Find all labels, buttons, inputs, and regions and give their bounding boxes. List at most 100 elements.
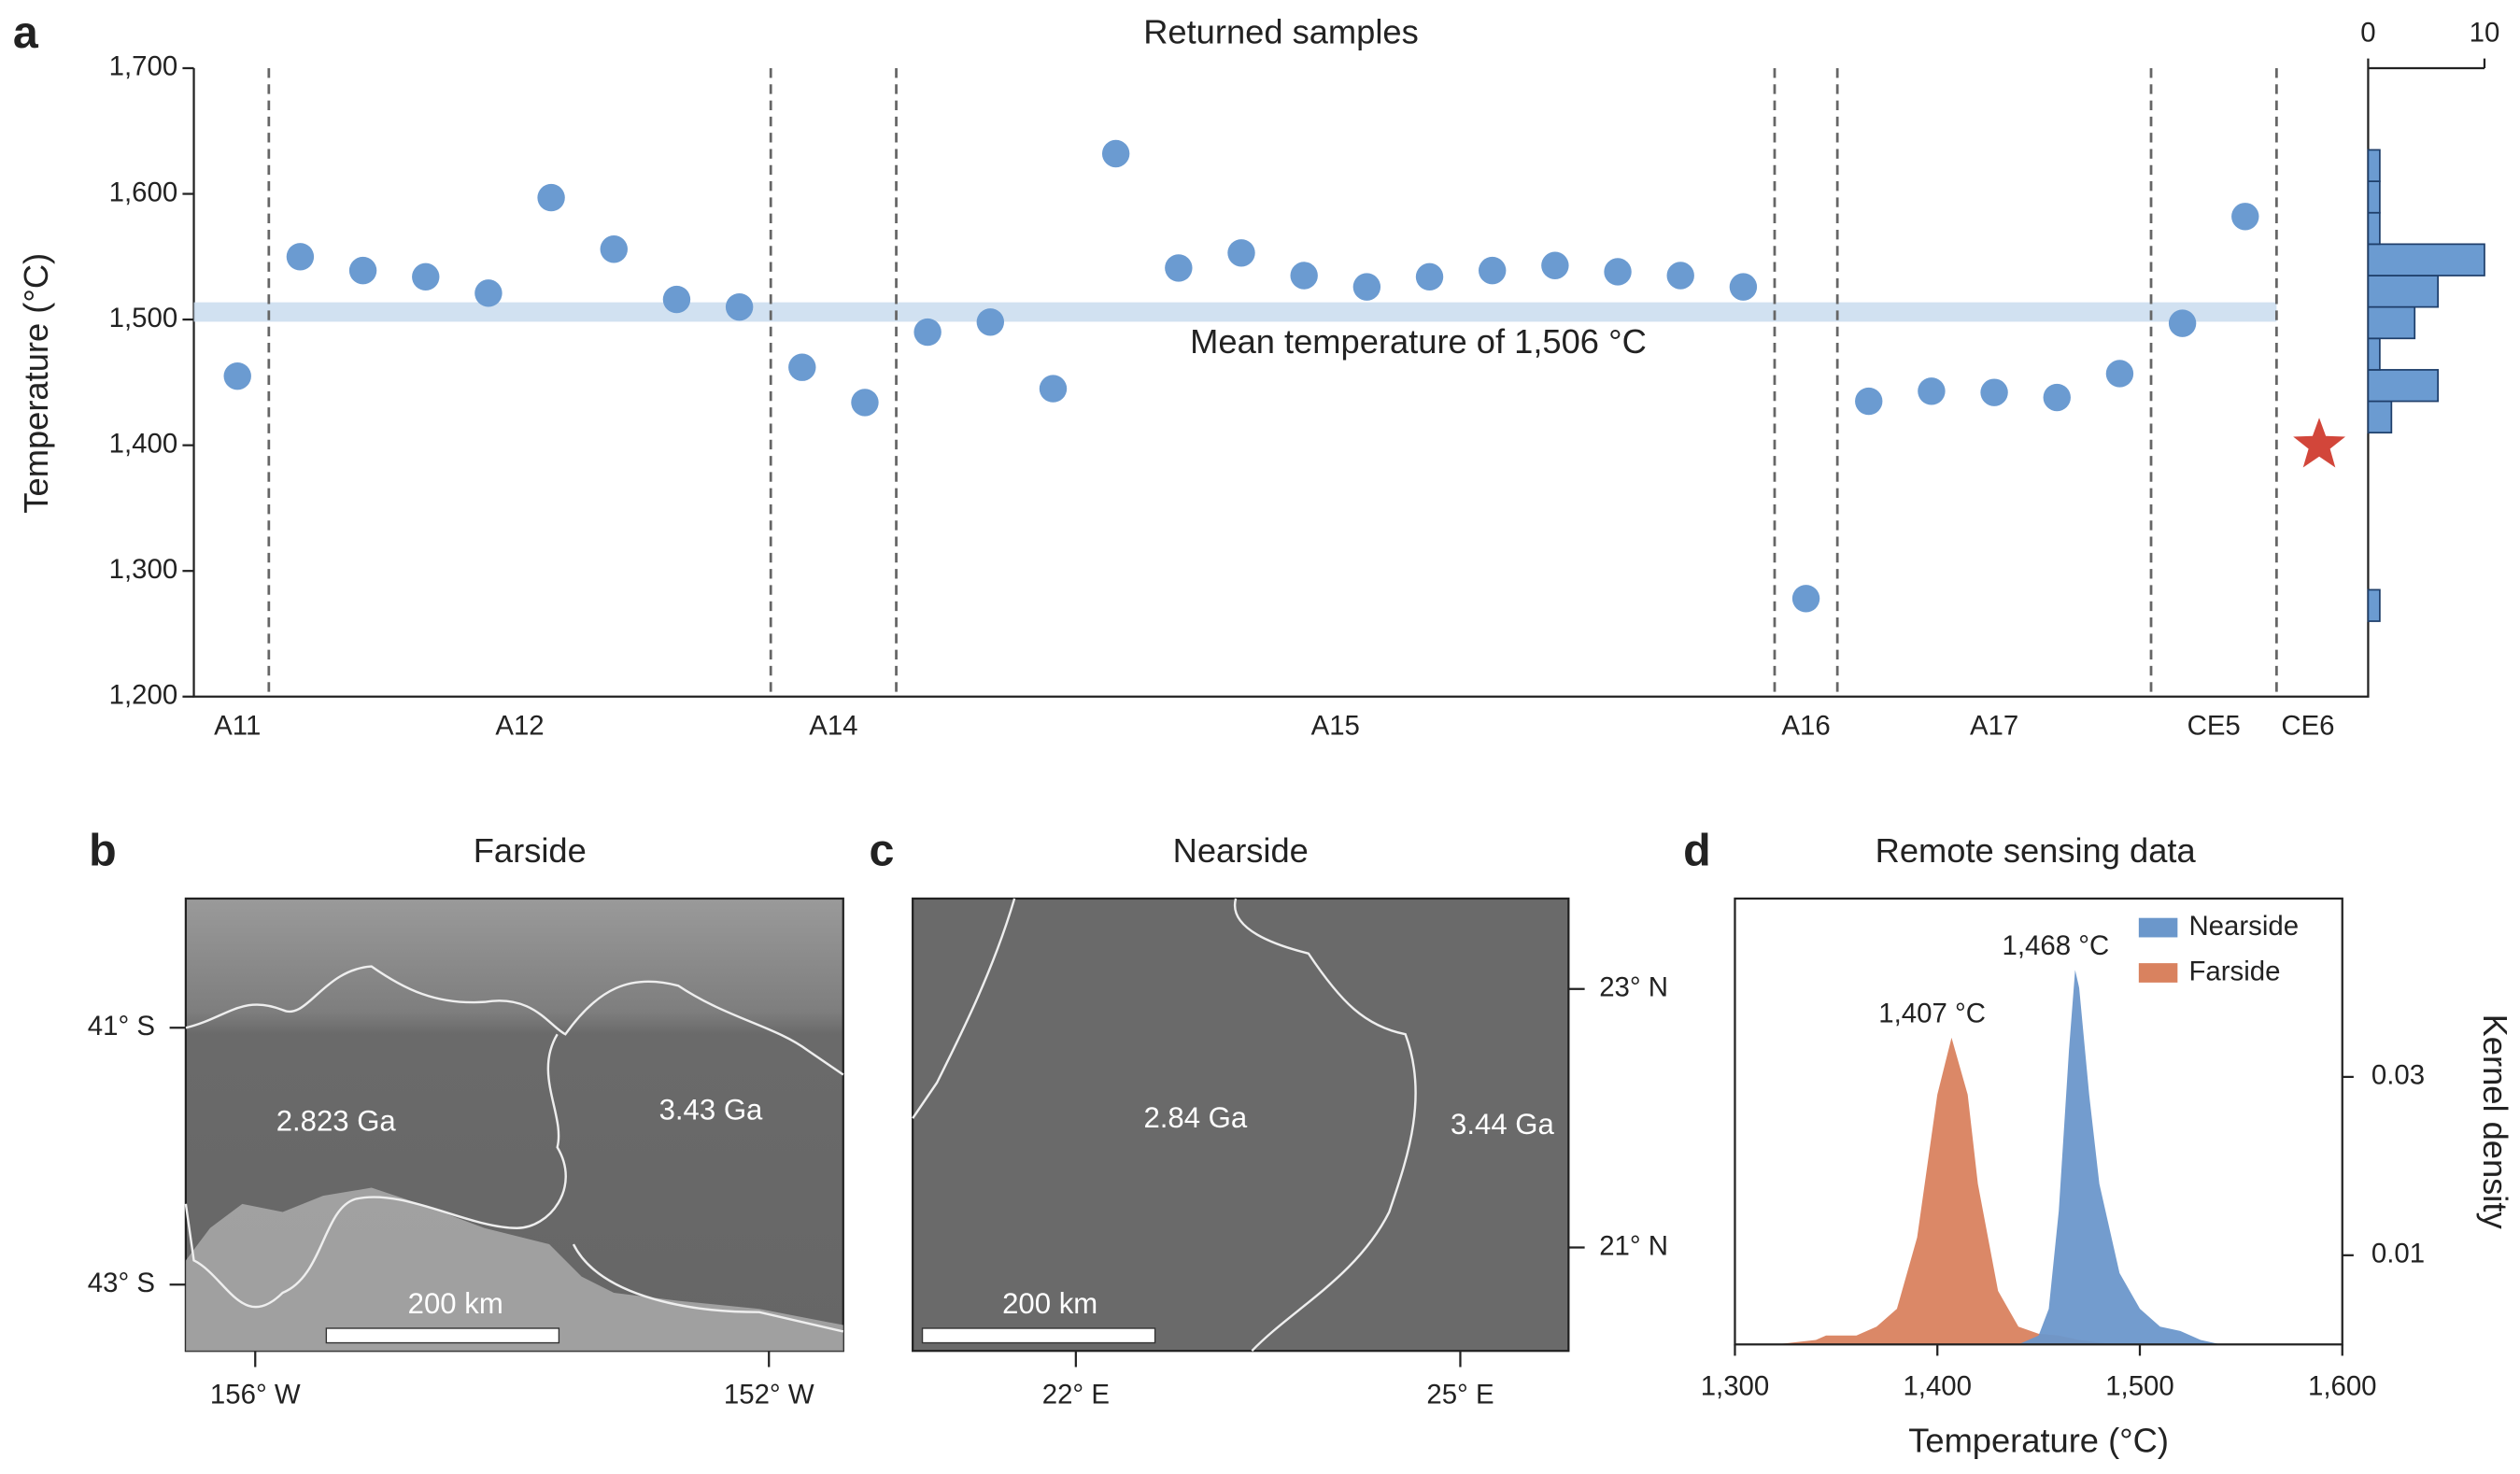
x-tick-label: A12 xyxy=(495,710,544,741)
age-label: 3.44 Ga xyxy=(1451,1108,1554,1141)
scale-bar xyxy=(325,1327,560,1344)
contour xyxy=(184,965,844,1333)
point xyxy=(600,235,628,263)
y2-tick-label: 0.01 xyxy=(2371,1239,2425,1269)
panel-d: d Remote sensing data Temperature (°C) K… xyxy=(1683,825,2514,1459)
hist-bar xyxy=(2367,149,2381,182)
x-tick-label: A17 xyxy=(1970,710,2018,741)
lat-label: 21° N xyxy=(1599,1230,1668,1261)
x-tick-label: 1,400 xyxy=(1903,1371,1972,1402)
x-tick-label: A11 xyxy=(214,710,261,741)
hist-bar xyxy=(2367,400,2393,434)
legend-swatch xyxy=(2138,963,2178,983)
point xyxy=(348,256,377,285)
axis xyxy=(192,67,2370,698)
chart-title: Returned samples xyxy=(1143,12,1419,50)
point xyxy=(2168,309,2197,337)
hist-bar xyxy=(2367,211,2381,246)
map-b: b Farside 2.823 Ga 3.43 Ga 200 km 41° S … xyxy=(88,825,844,1410)
point xyxy=(223,361,251,390)
annotation: Mean temperature of 1,506 °C xyxy=(1190,322,1647,361)
y-tick-label: 1,400 xyxy=(109,428,178,459)
lon-label: 156° W xyxy=(210,1379,301,1410)
hist-bar xyxy=(2367,243,2485,276)
map-title: Farside xyxy=(474,831,587,870)
x-tick-label: CE6 xyxy=(2281,710,2334,741)
legend-label: Farside xyxy=(2188,956,2280,986)
lon-label: 25° E xyxy=(1426,1379,1494,1410)
lon-label: 152° W xyxy=(724,1379,814,1410)
panel-label: d xyxy=(1683,825,1711,875)
x-axis-label: Temperature (°C) xyxy=(1908,1421,2169,1459)
hist-bar xyxy=(2367,180,2381,214)
point xyxy=(1791,585,1820,613)
point xyxy=(2231,203,2259,231)
age-label: 2.84 Ga xyxy=(1143,1101,1247,1134)
y-axis-label: Temperature (°C) xyxy=(17,253,55,514)
y-axis-label: Kernel density xyxy=(2476,1014,2514,1230)
point xyxy=(1039,375,1068,403)
hist-bar xyxy=(2367,369,2440,403)
y-tick-label: 1,300 xyxy=(109,554,178,585)
terrain xyxy=(185,1187,843,1352)
point xyxy=(1604,258,1632,286)
axis-frame xyxy=(1734,897,2343,1346)
point xyxy=(788,353,816,381)
panel-label: b xyxy=(89,825,117,875)
mean-band xyxy=(193,302,2277,322)
panel-label: a xyxy=(13,7,39,58)
y-tick-label: 1,200 xyxy=(109,680,178,711)
age-label: 3.43 Ga xyxy=(659,1093,763,1126)
point xyxy=(1290,262,1318,290)
point xyxy=(474,279,503,307)
y2-tick-label: 0.03 xyxy=(2371,1060,2425,1091)
y-tick-label: 1,700 xyxy=(109,51,178,82)
hist-bar xyxy=(2367,275,2440,308)
scale-label: 200 km xyxy=(408,1287,503,1320)
legend-label: Nearside xyxy=(2188,911,2299,942)
density-area xyxy=(2017,970,2221,1345)
contour xyxy=(912,898,1417,1353)
age-label: 2.823 Ga xyxy=(276,1105,397,1138)
lat-label: 41° S xyxy=(88,1011,155,1042)
panel-a: a Returned samples Temperature (°C) 1,20… xyxy=(13,7,2499,741)
hist-bar xyxy=(2367,588,2381,622)
hist-tick-label: 10 xyxy=(2470,17,2500,48)
lon-label: 22° E xyxy=(1042,1379,1110,1410)
x-tick-label: 1,600 xyxy=(2308,1371,2377,1402)
point xyxy=(725,292,754,321)
scale-bar xyxy=(921,1327,1156,1344)
peak-label: 1,468 °C xyxy=(2003,930,2110,961)
star-point xyxy=(2293,418,2346,468)
point xyxy=(1729,273,1758,301)
y-tick-label: 1,500 xyxy=(109,303,178,333)
map-c: c Nearside 2.84 Ga 3.44 Ga 200 km 23° N … xyxy=(869,825,1668,1410)
x-tick-label: 1,500 xyxy=(2105,1371,2174,1402)
point xyxy=(1227,239,1255,267)
scale-label: 200 km xyxy=(1002,1287,1097,1320)
point xyxy=(1918,377,1946,405)
point xyxy=(851,389,879,417)
hist-tick-label: 0 xyxy=(2360,17,2375,48)
x-tick-label: A14 xyxy=(809,710,857,741)
point xyxy=(1541,251,1569,279)
point xyxy=(1666,262,1694,290)
point xyxy=(1478,256,1507,285)
peak-label: 1,407 °C xyxy=(1878,998,1986,1028)
density-area xyxy=(1775,1037,2120,1345)
lat-label: 43° S xyxy=(88,1268,155,1298)
x-tick-label: CE5 xyxy=(2187,710,2241,741)
point xyxy=(2105,360,2134,388)
x-tick-label: A15 xyxy=(1311,710,1360,741)
point xyxy=(412,262,440,291)
point xyxy=(2043,383,2071,412)
x-tick-label: A16 xyxy=(1781,710,1830,741)
point xyxy=(1415,262,1444,291)
point xyxy=(1165,254,1193,282)
point xyxy=(1980,378,2008,406)
point xyxy=(662,285,691,314)
hist-bar xyxy=(2367,305,2416,340)
lat-label: 23° N xyxy=(1599,972,1668,1003)
point xyxy=(913,318,941,347)
